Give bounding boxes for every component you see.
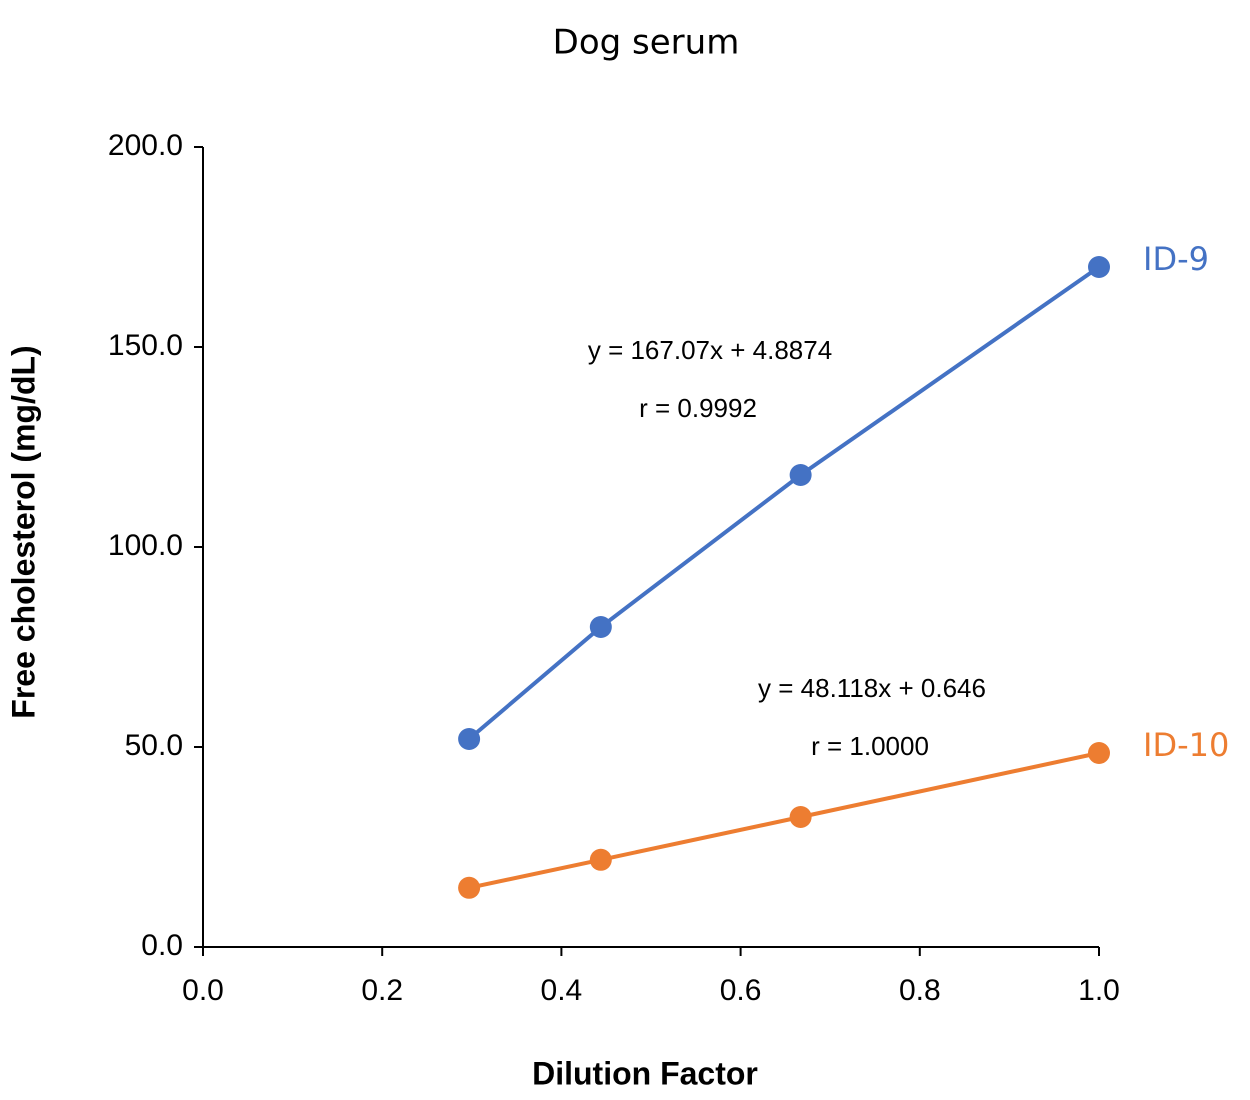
data-point (1088, 742, 1110, 764)
y-tick-label: 50.0 (125, 729, 183, 762)
data-point (789, 806, 812, 828)
chart-title: Dog serum (553, 23, 740, 63)
x-tick-label: 0.2 (361, 974, 403, 1007)
series-line (468, 751, 1100, 890)
y-tick-label: 200.0 (108, 129, 183, 162)
data-point (1088, 256, 1110, 278)
data-point (458, 728, 481, 750)
y-axis-title: Free cholesterol (mg/dL) (5, 345, 41, 718)
x-tick-label: 0.6 (720, 974, 762, 1007)
data-point (589, 616, 612, 638)
annotation: y = 48.118x + 0.646 (758, 673, 986, 703)
x-tick-label: 0.0 (182, 974, 224, 1007)
series-label: ID-10 (1143, 726, 1229, 764)
series-line (467, 265, 1101, 741)
y-tick-label: 100.0 (108, 529, 183, 562)
data-point (789, 464, 812, 486)
x-tick-label: 0.4 (541, 974, 583, 1007)
data-point (458, 876, 481, 899)
annotation: r = 0.9992 (639, 393, 757, 423)
x-tick-label: 1.0 (1078, 974, 1120, 1007)
x-tick-label: 0.8 (899, 974, 941, 1007)
x-axis-title: Dilution Factor (532, 1055, 758, 1091)
series-label: ID-9 (1143, 240, 1209, 278)
y-tick-label: 0.0 (141, 929, 183, 962)
y-tick-label: 150.0 (108, 329, 183, 362)
annotation: y = 167.07x + 4.8874 (588, 335, 832, 365)
annotation: r = 1.0000 (811, 731, 929, 761)
data-point (589, 848, 612, 871)
